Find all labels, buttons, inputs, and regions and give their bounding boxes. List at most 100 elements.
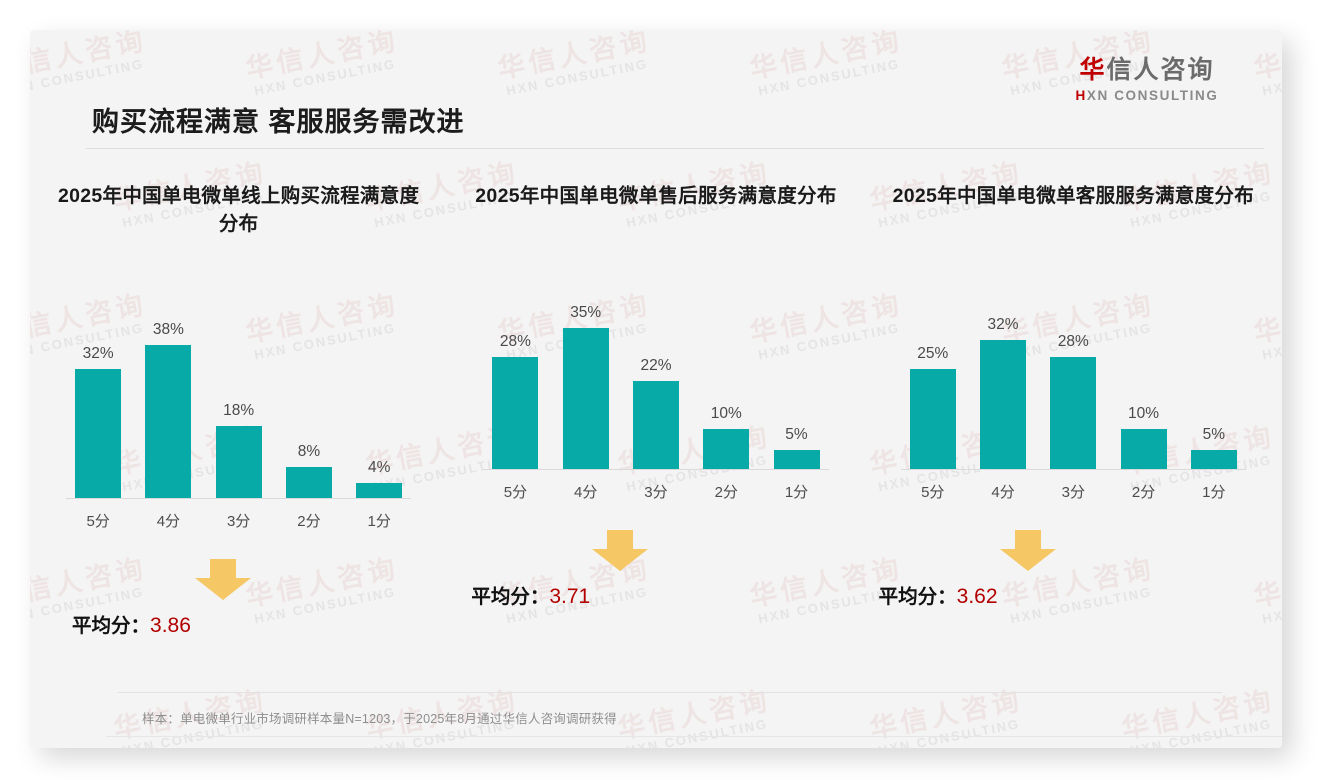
- bar-slot[interactable]: 22%: [624, 270, 688, 471]
- bar-value-label: 5%: [1202, 426, 1226, 444]
- x-tick-label: 4分: [991, 484, 1015, 502]
- bar-value-label: 10%: [1128, 405, 1160, 423]
- bar-slot[interactable]: 32%: [66, 299, 130, 499]
- x-tick-label: 3分: [1061, 484, 1085, 502]
- x-tick-label: 2分: [1131, 484, 1156, 502]
- bar-value-label: 10%: [710, 405, 742, 423]
- x-tick-label: 2分: [297, 512, 321, 530]
- average-label: 平均分：: [878, 586, 957, 609]
- bar-value-label: 28%: [1057, 333, 1089, 351]
- page-title: 购买流程满意 客服服务需改进: [92, 107, 465, 137]
- logo-english: HXN CONSULTING: [1052, 88, 1242, 103]
- bar[interactable]: [562, 328, 609, 471]
- bar-slot[interactable]: 18%: [207, 299, 271, 499]
- average-value: 3.62: [956, 585, 998, 609]
- x-axis-line: [900, 469, 1246, 471]
- x-tick-labels: 5分 4分 3分 2分 1分: [483, 470, 828, 502]
- footer-divider: [106, 736, 1282, 737]
- chart-panel-customer-service: 2025年中国单电微单客服服务满意度分布 25% 32% 28% 10% 5% 5分 4分…: [865, 160, 1282, 670]
- bar[interactable]: [492, 357, 539, 471]
- bar[interactable]: [980, 340, 1027, 471]
- bar-value-label: 38%: [152, 320, 184, 338]
- x-tick-label: 1分: [1202, 484, 1226, 502]
- brand-logo: 华信人咨询 HXN CONSULTING: [1052, 56, 1242, 103]
- bar[interactable]: [1050, 357, 1097, 471]
- x-tick-labels: 5分 4分 3分 2分 1分: [66, 499, 411, 531]
- bar-value-label: 35%: [570, 304, 602, 322]
- chart-title: 2025年中国单电微单线上购买流程满意度分布: [57, 185, 420, 236]
- bar[interactable]: [632, 381, 679, 471]
- bar[interactable]: [909, 369, 956, 471]
- x-tick-label: 3分: [226, 512, 251, 530]
- average-score: 平均分：3.71: [471, 580, 590, 609]
- average-block: 平均分：3.86: [44, 558, 433, 655]
- logo-english-accent: H: [1075, 87, 1087, 103]
- bar-slot[interactable]: 8%: [277, 299, 341, 499]
- logo-english-rest: XN CONSULTING: [1086, 87, 1219, 103]
- x-tick-label: 3分: [644, 484, 668, 502]
- x-tick-label: 4分: [574, 484, 598, 502]
- x-tick-label: 5分: [86, 512, 110, 530]
- chart-title: 2025年中国单电微单售后服务满意度分布: [475, 185, 837, 207]
- bar-group: 25% 32% 28% 10% 5%: [901, 270, 1246, 471]
- x-tick-label: 2分: [714, 484, 738, 502]
- chart-panel-purchase-flow: 2025年中国单电微单线上购买流程满意度分布 32% 38% 18% 8% 4% 5分 4…: [30, 160, 447, 670]
- bar-slot[interactable]: 32%: [971, 270, 1035, 471]
- bar-slot[interactable]: 35%: [554, 270, 618, 471]
- average-value: 3.71: [549, 585, 591, 609]
- bar-slot[interactable]: 5%: [764, 270, 828, 471]
- bar-value-label: 8%: [297, 442, 321, 460]
- logo-chinese: 华信人咨询: [1052, 56, 1242, 85]
- source-note-divider: [118, 692, 1222, 693]
- x-tick-label: 5分: [921, 484, 945, 502]
- x-tick-label: 1分: [367, 512, 391, 530]
- bar-plot: 28% 35% 22% 10% 5%: [483, 270, 829, 471]
- bar-value-label: 32%: [82, 344, 114, 362]
- chart-title: 2025年中国单电微单客服服务满意度分布: [892, 185, 1254, 207]
- bar-slot[interactable]: 4%: [347, 299, 411, 499]
- logo-chinese-rest: 信人咨询: [1106, 56, 1215, 84]
- bar[interactable]: [356, 482, 403, 499]
- bar[interactable]: [75, 368, 122, 499]
- bar-slot[interactable]: 10%: [1111, 270, 1175, 471]
- bar[interactable]: [145, 344, 192, 499]
- bar-slot[interactable]: 38%: [136, 299, 200, 499]
- bar-slot[interactable]: 5%: [1182, 270, 1246, 471]
- bar[interactable]: [1190, 450, 1237, 471]
- source-note: 样本：单电微单行业市场调研样本量N=1203，于2025年8月通过华信人咨询调研…: [142, 712, 617, 726]
- bar[interactable]: [773, 450, 820, 471]
- average-label: 平均分：: [72, 614, 151, 637]
- down-arrow-icon: [999, 530, 1057, 572]
- slide: 华信人咨询 HXN CONSULTING 华信人咨询 HXN CONSULTING 华信…: [30, 30, 1282, 748]
- bar-slot[interactable]: 28%: [483, 270, 547, 471]
- bar-plot: 25% 32% 28% 10% 5%: [900, 270, 1246, 471]
- bar[interactable]: [215, 425, 262, 499]
- bar-group: 28% 35% 22% 10% 5%: [483, 270, 828, 471]
- bar[interactable]: [285, 466, 332, 499]
- x-axis-line: [483, 469, 829, 471]
- average-block: 平均分：3.71: [461, 530, 850, 626]
- down-arrow-icon: [194, 558, 252, 601]
- bar[interactable]: [703, 429, 750, 471]
- slide-header: 购买流程满意 客服服务需改进 华信人咨询 HXN CONSULTING: [30, 30, 1282, 137]
- bar-group: 32% 38% 18% 8% 4%: [66, 299, 411, 499]
- bar[interactable]: [1120, 429, 1167, 471]
- logo-chinese-accent: 华: [1079, 56, 1107, 84]
- average-label: 平均分：: [471, 586, 550, 609]
- chart-panel-after-sales: 2025年中国单电微单售后服务满意度分布 28% 35% 22% 10% 5% 5分 4分…: [447, 160, 864, 670]
- bar-value-label: 28%: [499, 333, 531, 351]
- bar-slot[interactable]: 10%: [694, 270, 758, 471]
- bar-value-label: 18%: [223, 401, 255, 419]
- average-score: 平均分：3.62: [879, 580, 998, 609]
- x-axis-line: [66, 497, 412, 499]
- bar-slot[interactable]: 28%: [1041, 270, 1105, 471]
- slide-footer: ©2025.10 HXR华信人咨询 www.hxrcon.com: [30, 742, 1282, 748]
- charts-row: 2025年中国单电微单线上购买流程满意度分布 32% 38% 18% 8% 4% 5分 4…: [30, 160, 1282, 670]
- x-tick-labels: 5分 4分 3分 2分 1分: [901, 470, 1246, 502]
- average-block: 平均分：3.62: [879, 530, 1268, 626]
- bar-slot[interactable]: 25%: [901, 270, 965, 471]
- x-tick-label: 4分: [156, 512, 181, 530]
- header-divider: [86, 148, 1264, 149]
